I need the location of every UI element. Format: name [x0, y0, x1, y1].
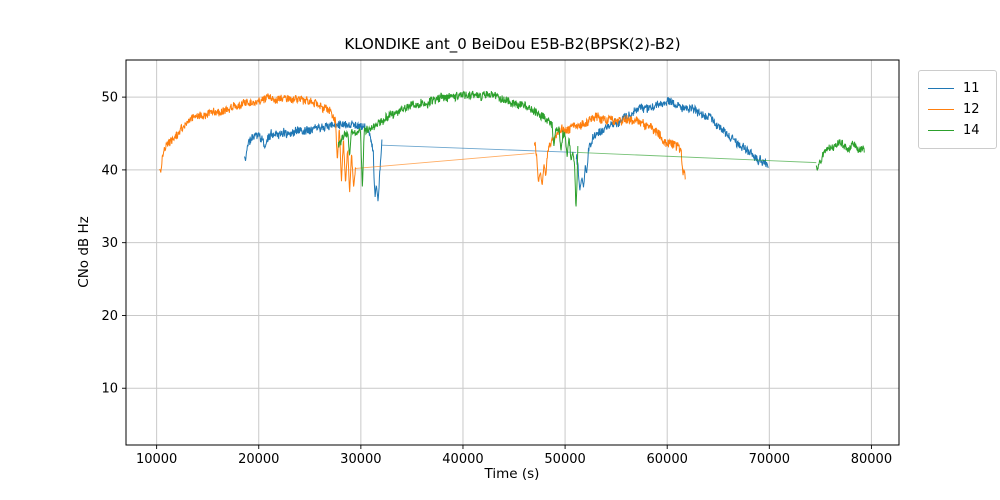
svg-text:20: 20 — [101, 309, 118, 324]
series-11 — [243, 97, 769, 202]
svg-text:60000: 60000 — [647, 452, 688, 467]
legend-label: 12 — [963, 102, 980, 117]
series-14 — [337, 90, 865, 207]
legend-line-swatch-14 — [928, 130, 954, 131]
legend-item-11: 11 — [928, 78, 987, 99]
x-axis-label: Time (s) — [484, 466, 540, 482]
svg-text:50: 50 — [101, 91, 118, 106]
legend-line-swatch-11 — [928, 88, 954, 89]
legend-item-12: 12 — [928, 99, 987, 120]
svg-text:40: 40 — [101, 163, 118, 178]
legend-item-14: 14 — [928, 120, 987, 141]
legend: 11 12 14 — [918, 70, 997, 149]
svg-text:10: 10 — [101, 382, 118, 397]
legend-label: 11 — [963, 81, 980, 96]
svg-text:30000: 30000 — [340, 452, 381, 467]
series-12 — [159, 93, 686, 193]
svg-text:50000: 50000 — [544, 452, 585, 467]
svg-text:30: 30 — [101, 236, 118, 251]
legend-line-swatch-12 — [928, 109, 954, 110]
svg-text:20000: 20000 — [238, 452, 279, 467]
svg-text:80000: 80000 — [851, 452, 892, 467]
y-axis-label: CNo dB Hz — [76, 216, 92, 288]
svg-text:70000: 70000 — [749, 452, 790, 467]
chart-title: KLONDIKE ant_0 BeiDou E5B-B2(BPSK(2)-B2) — [344, 35, 681, 53]
svg-text:10000: 10000 — [136, 452, 177, 467]
legend-label: 14 — [963, 123, 980, 138]
svg-text:40000: 40000 — [442, 452, 483, 467]
